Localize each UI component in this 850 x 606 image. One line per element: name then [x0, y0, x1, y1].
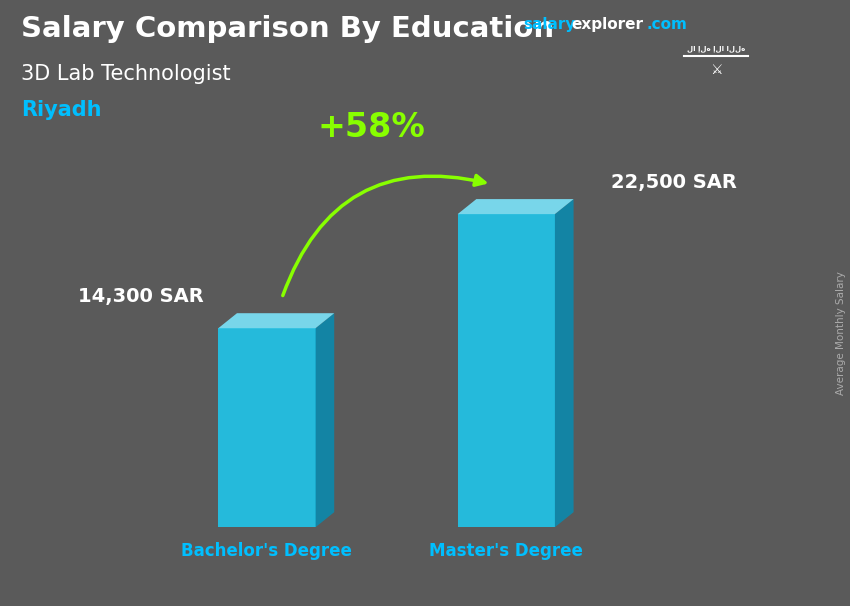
Polygon shape — [315, 313, 334, 527]
Text: .com: .com — [646, 17, 687, 32]
Text: Average Monthly Salary: Average Monthly Salary — [836, 271, 846, 395]
Polygon shape — [555, 199, 574, 527]
Polygon shape — [218, 328, 315, 527]
Text: salary: salary — [523, 17, 575, 32]
Text: 14,300 SAR: 14,300 SAR — [77, 287, 203, 305]
Text: explorer: explorer — [571, 17, 643, 32]
Text: +58%: +58% — [318, 112, 426, 144]
Polygon shape — [457, 214, 555, 527]
Text: 3D Lab Technologist: 3D Lab Technologist — [21, 64, 231, 84]
Text: Master's Degree: Master's Degree — [429, 542, 583, 561]
Text: لا إله إلا الله: لا إله إلا الله — [687, 45, 745, 52]
Polygon shape — [457, 199, 574, 214]
Polygon shape — [218, 313, 334, 328]
Text: ⚔: ⚔ — [710, 63, 722, 77]
Text: Salary Comparison By Education: Salary Comparison By Education — [21, 15, 554, 43]
Text: 22,500 SAR: 22,500 SAR — [611, 173, 737, 191]
Text: Riyadh: Riyadh — [21, 100, 102, 120]
Text: Bachelor's Degree: Bachelor's Degree — [181, 542, 353, 561]
